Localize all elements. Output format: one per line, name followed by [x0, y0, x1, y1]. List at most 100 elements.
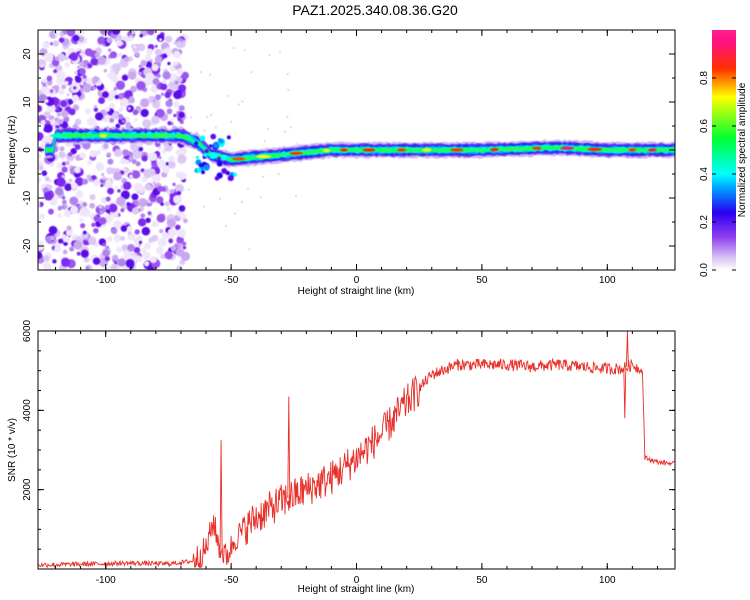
noise-blob — [175, 40, 184, 49]
noise-blob — [42, 41, 50, 49]
noise-blob — [110, 263, 117, 270]
noise-blob — [187, 188, 191, 191]
noise-blob — [232, 46, 235, 50]
noise-blob — [261, 175, 265, 179]
noise-blob — [112, 254, 119, 261]
noise-blob — [77, 35, 85, 43]
noise-blob — [156, 213, 166, 223]
noise-blob — [106, 167, 114, 175]
noise-blob — [169, 65, 177, 72]
noise-blob — [158, 156, 162, 160]
colorbar: 0.0 0.2 0.4 0.6 0.8 Normalized spectral ampl… — [699, 30, 748, 277]
noise-blob — [114, 148, 123, 157]
noise-blob — [156, 196, 164, 204]
noise-blob — [96, 161, 103, 168]
noise-blob — [233, 212, 237, 215]
noise-blob — [154, 179, 159, 184]
noise-blob — [93, 107, 99, 112]
noise-blob — [208, 73, 212, 76]
noise-blob — [165, 35, 173, 43]
noise-blob — [61, 84, 67, 90]
noise-blob — [128, 96, 135, 102]
noise-blob — [112, 63, 121, 73]
y-tick-label: 6000 — [22, 319, 33, 342]
noise-blob — [39, 142, 46, 149]
noise-blob — [82, 74, 87, 79]
noise-blob — [107, 73, 112, 78]
noise-blob — [168, 76, 175, 83]
noise-blob — [133, 238, 139, 244]
noise-blob — [40, 64, 44, 68]
noise-blob — [174, 80, 179, 85]
noise-blob — [64, 80, 69, 86]
noise-blob — [57, 213, 62, 218]
noise-blob — [143, 261, 150, 267]
noise-blob — [38, 251, 43, 259]
noise-blob — [145, 54, 152, 61]
noise-blob — [120, 208, 125, 213]
transition-blob — [194, 141, 199, 146]
noise-blob — [80, 81, 84, 86]
noise-blob — [154, 55, 162, 63]
noise-blob — [152, 99, 156, 103]
noise-blob — [60, 100, 68, 108]
noise-blob — [97, 36, 106, 45]
noise-blob — [56, 177, 66, 188]
noise-blob — [105, 245, 110, 250]
noise-blob — [94, 112, 104, 121]
noise-blob — [140, 168, 145, 173]
hot-spot — [397, 148, 407, 152]
noise-blob — [214, 126, 217, 129]
noise-blob — [96, 149, 101, 155]
noise-blob — [229, 120, 233, 123]
noise-blob — [173, 101, 180, 108]
noise-blob — [76, 65, 81, 70]
hot-spot — [289, 151, 303, 155]
noise-blob — [160, 202, 164, 206]
noise-blob — [166, 206, 172, 212]
noise-blob — [209, 114, 213, 117]
noise-blob — [61, 257, 71, 267]
noise-blob — [85, 108, 92, 115]
noise-blob — [135, 161, 141, 167]
y-tick-label: 20 — [22, 48, 33, 60]
x-tick-label: 50 — [476, 575, 488, 586]
noise-blob — [82, 202, 88, 207]
noise-blob — [123, 181, 132, 190]
noise-blob — [283, 130, 287, 133]
colorbar-tick-label: 0.8 — [699, 71, 710, 85]
noise-blob — [64, 56, 69, 61]
noise-blob — [173, 60, 179, 66]
noise-blob — [79, 152, 86, 159]
noise-blob — [110, 227, 118, 235]
noise-blob — [162, 53, 168, 59]
noise-blob — [157, 185, 164, 192]
noise-blob — [123, 168, 127, 172]
noise-blob — [114, 94, 119, 100]
hot-spot — [450, 148, 464, 152]
noise-blob — [47, 80, 53, 86]
noise-blob — [155, 246, 164, 255]
noise-blob — [38, 201, 44, 207]
noise-blob — [46, 103, 56, 113]
noise-blob — [173, 50, 181, 59]
hot-spot — [99, 134, 107, 138]
noise-blob — [70, 182, 78, 190]
noise-blob — [177, 76, 183, 83]
spectrogram-xlabel: Height of straight line (km) — [298, 286, 415, 297]
transition-blob — [220, 154, 227, 161]
noise-blob — [154, 48, 162, 56]
transition-blob — [222, 160, 228, 165]
noise-blob — [158, 159, 166, 167]
noise-blob — [56, 70, 66, 80]
noise-blob — [117, 93, 124, 100]
noise-blob — [63, 116, 70, 123]
noise-blob — [168, 80, 177, 90]
noise-blob — [117, 189, 121, 193]
noise-blob — [54, 117, 60, 122]
hot-spot — [155, 134, 167, 138]
noise-blob — [38, 58, 47, 68]
noise-blob — [85, 265, 90, 270]
noise-blob — [155, 222, 159, 227]
noise-blob — [178, 105, 185, 112]
